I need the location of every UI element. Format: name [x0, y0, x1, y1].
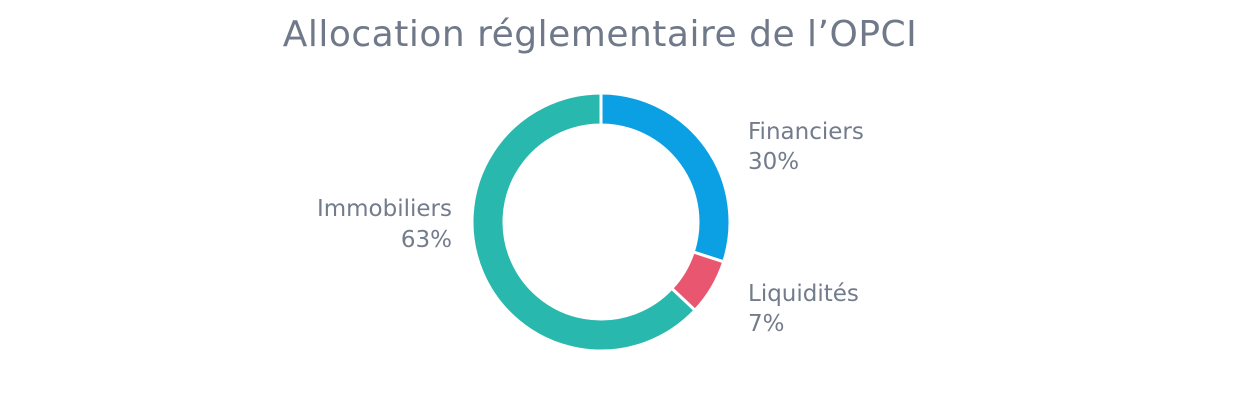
slice-labels: Financiers 30% Liquidités 7% Immobiliers…	[317, 119, 864, 337]
slice-label-liquidites: Liquidités	[748, 281, 859, 307]
slice-value-liquidites: 7%	[748, 311, 785, 337]
slice-label-immobiliers: Immobiliers	[317, 196, 452, 222]
slice-immobiliers	[470, 91, 698, 353]
slice-value-immobiliers: 63%	[401, 227, 452, 253]
donut-slices	[470, 91, 732, 353]
slice-value-financiers: 30%	[748, 149, 799, 175]
chart-title: Allocation réglementaire de l’OPCI	[282, 14, 918, 55]
slice-financiers	[599, 91, 732, 264]
slice-label-financiers: Financiers	[748, 119, 864, 145]
